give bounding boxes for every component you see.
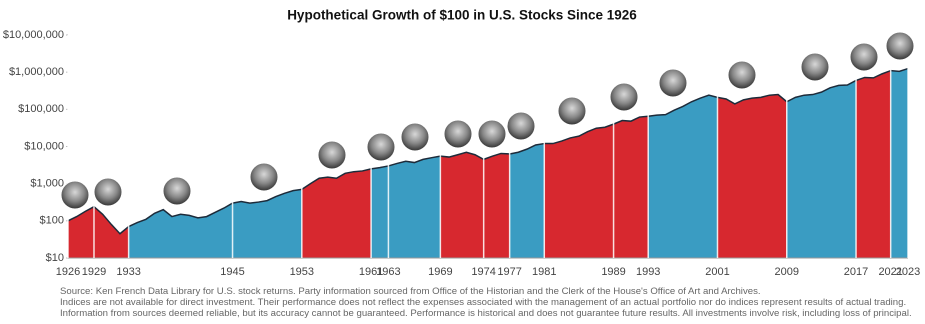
x-tick-label: 1969 (428, 266, 452, 278)
x-tick-label: 2001 (705, 266, 729, 278)
portrait (162, 176, 192, 206)
portrait (366, 132, 396, 162)
portrait (317, 140, 347, 170)
line (544, 115, 649, 145)
source-note: Source: Ken French Data Library for U.S.… (60, 286, 761, 297)
area (440, 152, 510, 258)
x-tick-label: 2009 (775, 266, 799, 278)
area (301, 168, 372, 258)
y-tick-label: $10,000,000 (3, 29, 64, 41)
line (890, 67, 909, 73)
area (648, 95, 718, 258)
portrait (885, 31, 915, 61)
area (68, 206, 129, 258)
x-tick-label: 1989 (601, 266, 625, 278)
portrait (477, 119, 507, 149)
chart: Hypothetical Growth of $100 in U.S. Stoc… (3, 8, 920, 278)
portrait (658, 68, 688, 98)
area (371, 156, 441, 258)
line (717, 93, 788, 105)
line (855, 69, 891, 82)
x-tick-label: 1933 (116, 266, 140, 278)
x-tick-label: 1981 (532, 266, 556, 278)
x-tick-label: 2017 (844, 266, 868, 278)
x-tick-label: 1993 (636, 266, 660, 278)
x-tick-label: 2023 (896, 266, 920, 278)
area (544, 116, 649, 259)
portrait (93, 177, 123, 207)
area (786, 80, 857, 258)
line (301, 168, 372, 191)
y-tick-label: $100,000 (18, 103, 64, 115)
x-tick-label: 1963 (376, 266, 400, 278)
line (128, 188, 302, 228)
disclaimer: Indices are not available for direct inv… (60, 297, 912, 319)
portrait (400, 122, 430, 152)
chart-title: Hypothetical Growth of $100 in U.S. Stoc… (287, 8, 637, 23)
area (856, 70, 891, 258)
area (509, 143, 545, 258)
area (717, 94, 787, 258)
line (509, 142, 545, 155)
area (890, 68, 908, 258)
x-tick-label: 1953 (290, 266, 314, 278)
x-tick-label: 2021 (878, 266, 902, 278)
x-tick-label: 1926 (56, 266, 80, 278)
portrait (609, 82, 639, 112)
portrait (443, 119, 473, 149)
x-tick-label: 1961 (359, 266, 383, 278)
line (370, 155, 441, 170)
line (67, 205, 130, 235)
y-tick-label: $1,000,000 (9, 66, 64, 78)
y-tick-label: $10,000 (24, 140, 64, 152)
y-tick-label: $1,000 (30, 178, 64, 190)
portrait (557, 96, 587, 126)
portrait (800, 52, 830, 82)
x-tick-label: 1929 (82, 266, 106, 278)
y-tick-label: $10 (46, 252, 64, 264)
x-tick-label: 1977 (497, 266, 521, 278)
portrait (60, 180, 90, 210)
portrait (506, 111, 536, 141)
line (648, 94, 718, 118)
line (440, 151, 510, 161)
area (128, 189, 302, 258)
portrait (849, 42, 879, 72)
x-tick-label: 1945 (220, 266, 244, 278)
line (786, 79, 857, 103)
portrait (727, 60, 757, 90)
y-tick-label: $100 (40, 215, 64, 227)
x-tick-label: 1974 (471, 266, 495, 278)
portrait (249, 162, 279, 192)
